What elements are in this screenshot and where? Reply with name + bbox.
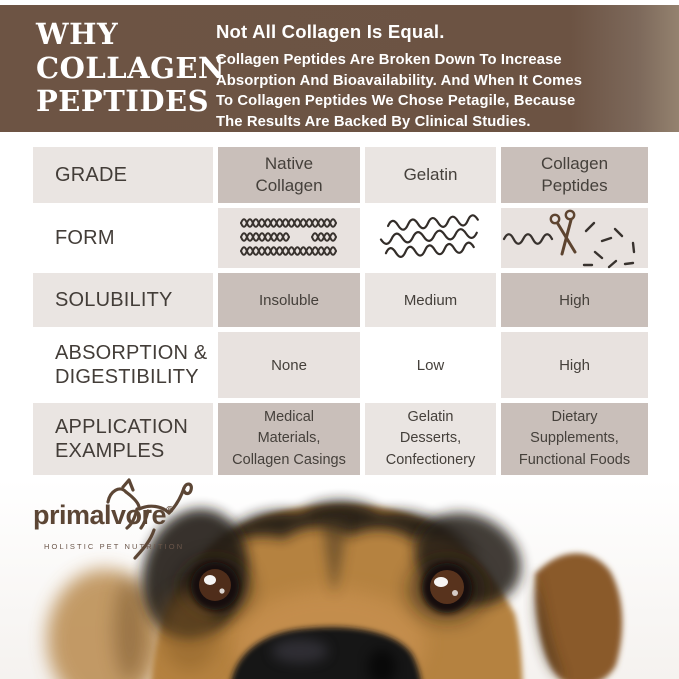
header-text-block: Not All Collagen Is Equal. Collagen Pept… — [216, 21, 656, 132]
solubility-peptides-cell: High — [501, 273, 648, 327]
row-label-application: APPLICATION EXAMPLES — [33, 403, 213, 475]
absorption-gelatin-cell: Low — [365, 332, 496, 398]
dog-right-eye — [422, 563, 472, 613]
brand-tagline: HOLISTIC PET NUTRITION — [44, 542, 185, 551]
application-peptides-cell: Dietary Supplements, Functional Foods — [501, 403, 648, 475]
native-collagen-mesh-icon — [240, 218, 337, 256]
dog-left-eye — [191, 562, 239, 610]
header-paragraph: Collagen Peptides Are Broken Down To Inc… — [216, 52, 583, 130]
row-label-solubility: SOLUBILITY — [33, 273, 213, 327]
dog-nose — [231, 627, 421, 679]
brand-logo: primalvore® HOLISTIC PET NUTRITION — [33, 478, 193, 560]
dog-photo — [0, 479, 679, 679]
solubility-native-cell: Insoluble — [218, 273, 360, 327]
grade-gelatin-cell: Gelatin — [365, 147, 496, 203]
application-gelatin-cell: Gelatin Desserts, Confectionery — [365, 403, 496, 475]
comparison-table: GRADE Native Collagen Gelatin Collagen P… — [33, 147, 648, 475]
peptides-scissors-icon — [502, 209, 635, 269]
page-title-line-1: WHY — [36, 17, 119, 51]
absorption-peptides-cell: High — [501, 332, 648, 398]
header-heading: Not All Collagen Is Equal. — [216, 21, 445, 42]
leaping-dog-lineart-icon — [106, 478, 193, 560]
form-native-cell — [218, 208, 360, 268]
form-peptides-cell — [501, 208, 648, 269]
cut-fragments-dashes — [582, 221, 635, 269]
header-band: WHY COLLAGEN PEPTIDES Not All Collagen I… — [0, 5, 679, 132]
gelatin-wavy-strands-icon — [379, 214, 479, 258]
absorption-native-cell: None — [218, 332, 360, 398]
page-title-line-2: COLLAGEN — [36, 50, 226, 85]
row-label-form: FORM — [33, 208, 213, 268]
scissors-icon — [549, 209, 576, 256]
row-label-grade: GRADE — [33, 147, 213, 203]
application-native-cell: Medical Materials, Collagen Casings — [218, 403, 360, 475]
form-gelatin-cell — [365, 208, 496, 268]
solubility-gelatin-cell: Medium — [365, 273, 496, 327]
row-label-absorption: ABSORPTION & DIGESTIBILITY — [33, 332, 213, 398]
grade-collagen-peptides-cell: Collagen Peptides — [501, 147, 648, 203]
page-title: WHY COLLAGEN PEPTIDES — [36, 17, 226, 119]
page-title-line-3: PEPTIDES — [36, 84, 210, 118]
grade-native-collagen-cell: Native Collagen — [218, 147, 360, 203]
